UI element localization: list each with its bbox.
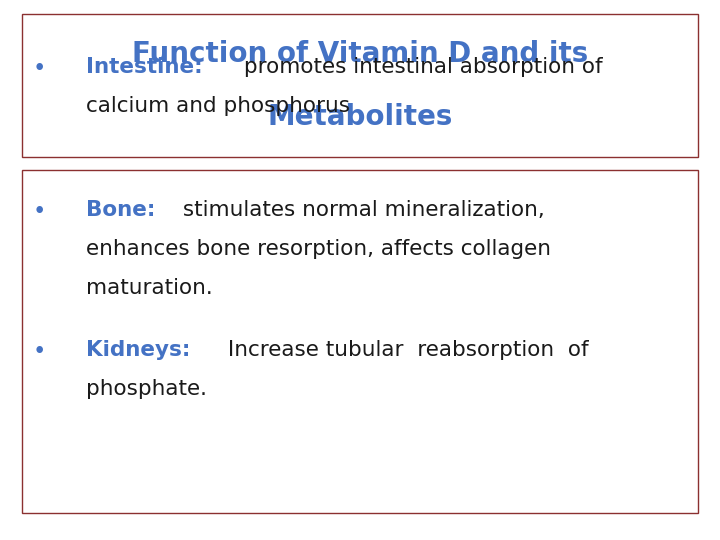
Text: promotes intestinal absorption of: promotes intestinal absorption of — [237, 57, 603, 77]
Text: •: • — [33, 200, 46, 223]
FancyBboxPatch shape — [22, 14, 698, 157]
Text: calcium and phosphorus: calcium and phosphorus — [86, 96, 351, 116]
Text: •: • — [33, 57, 46, 80]
Text: Intestine:: Intestine: — [86, 57, 203, 77]
Text: Metabolites: Metabolites — [267, 103, 453, 131]
Text: stimulates normal mineralization,: stimulates normal mineralization, — [176, 200, 544, 220]
Text: Bone:: Bone: — [86, 200, 156, 220]
Text: maturation.: maturation. — [86, 278, 213, 298]
Text: Kidneys:: Kidneys: — [86, 340, 191, 360]
Text: •: • — [33, 340, 46, 363]
Text: phosphate.: phosphate. — [86, 379, 207, 399]
Text: Function of Vitamin D and its: Function of Vitamin D and its — [132, 39, 588, 68]
Text: Increase tubular  reabsorption  of: Increase tubular reabsorption of — [221, 340, 589, 360]
Text: enhances bone resorption, affects collagen: enhances bone resorption, affects collag… — [86, 239, 552, 259]
FancyBboxPatch shape — [22, 170, 698, 513]
